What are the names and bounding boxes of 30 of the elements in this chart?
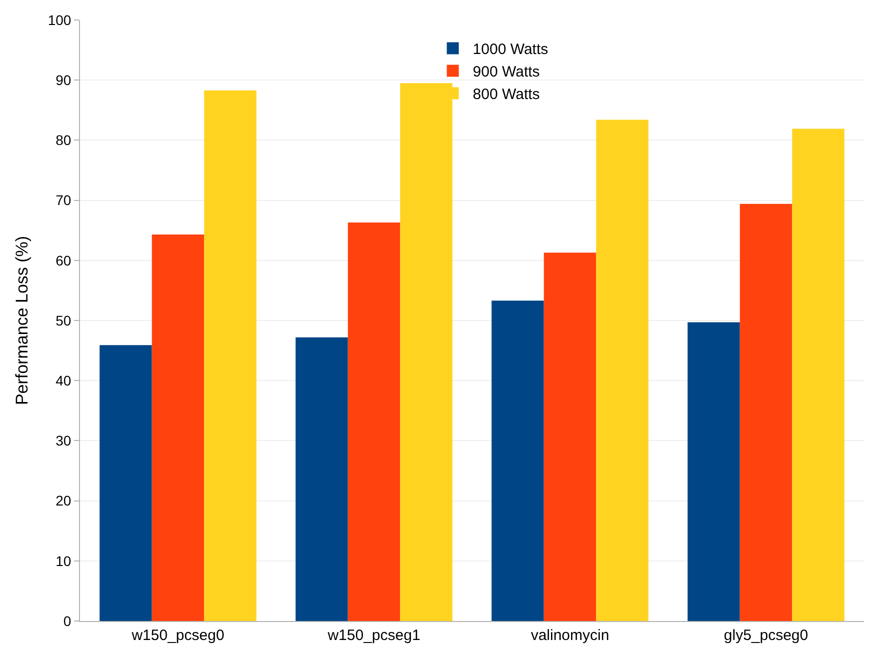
bar xyxy=(100,345,152,621)
bar xyxy=(492,300,544,621)
y-tick-label: 70 xyxy=(56,192,72,208)
bar xyxy=(792,128,844,621)
y-tick-label: 80 xyxy=(56,132,72,148)
x-tick-label: w150_pcseg0 xyxy=(130,627,224,644)
y-tick-label: 20 xyxy=(56,492,72,509)
bar xyxy=(688,322,740,621)
y-tick-label: 10 xyxy=(56,552,72,569)
y-tick-label: 40 xyxy=(56,372,72,388)
bar xyxy=(740,204,792,621)
bar xyxy=(296,337,348,621)
legend-label: 800 Watts xyxy=(472,86,540,104)
y-tick-label: 0 xyxy=(63,612,72,629)
bar xyxy=(152,234,204,621)
legend-label: 900 Watts xyxy=(472,64,540,81)
y-axis-title: Performance Loss (%) xyxy=(12,236,32,406)
bar xyxy=(204,90,256,621)
y-tick-label: 60 xyxy=(56,252,72,268)
x-tick-label: w150_pcseg1 xyxy=(326,627,420,644)
bar xyxy=(596,120,648,621)
x-tick-label: gly5_pcseg0 xyxy=(724,627,808,644)
y-tick-label: 90 xyxy=(56,72,72,88)
bar xyxy=(348,222,400,621)
y-tick-label: 30 xyxy=(56,432,72,449)
y-tick-label: 100 xyxy=(48,12,72,28)
x-tick-label: valinomycin xyxy=(530,627,610,644)
y-tick-label: 50 xyxy=(56,312,72,328)
bar xyxy=(544,252,596,621)
legend-label: 1000 Watts xyxy=(472,41,548,58)
